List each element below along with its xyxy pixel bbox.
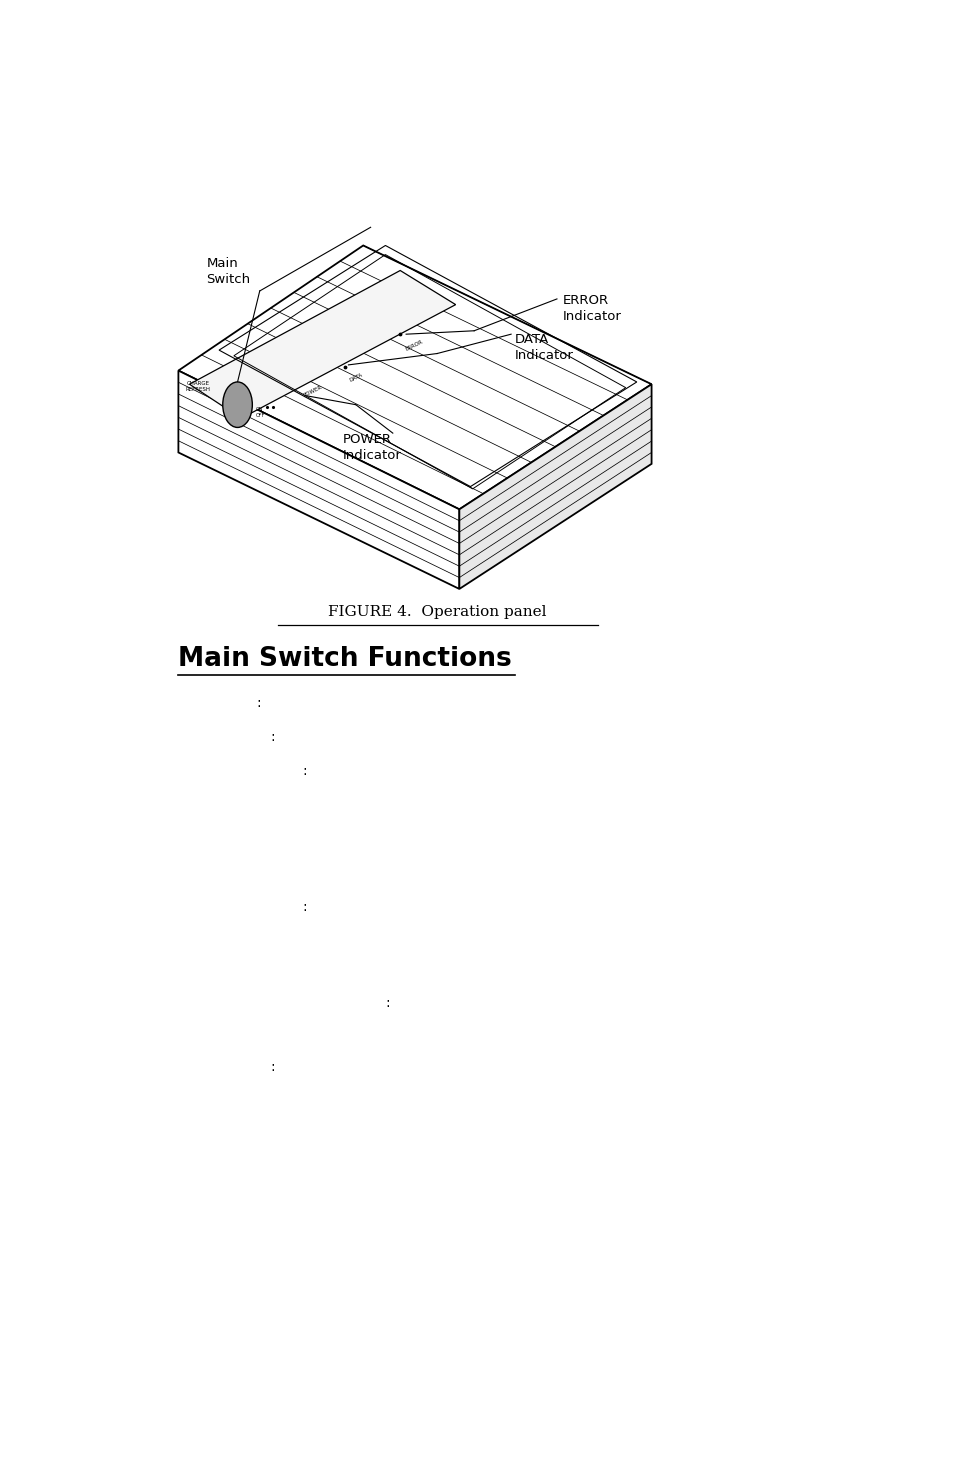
Text: ON
OFF: ON OFF [255,408,265,418]
Circle shape [222,383,252,427]
Text: POWER
Indicator: POWER Indicator [342,433,401,462]
Text: :: : [302,901,307,914]
Text: :: : [271,730,275,744]
Text: Main
Switch: Main Switch [206,257,251,287]
Text: :: : [302,764,307,778]
Text: DATA: DATA [348,372,363,383]
Text: CHARGE
REFRESH: CHARGE REFRESH [186,381,211,391]
Polygon shape [190,270,456,418]
Text: :: : [255,696,260,709]
Polygon shape [459,384,651,589]
Text: FIGURE 4.  Operation panel: FIGURE 4. Operation panel [328,604,546,619]
Text: ERROR
Indicator: ERROR Indicator [562,294,621,322]
Text: Main Switch Functions: Main Switch Functions [178,647,512,672]
Text: ERROR: ERROR [404,338,423,352]
Polygon shape [178,371,459,589]
Text: DATA
Indicator: DATA Indicator [515,334,573,362]
Text: :: : [385,995,390,1010]
Text: POWER: POWER [302,384,322,397]
Text: :: : [271,1059,275,1074]
